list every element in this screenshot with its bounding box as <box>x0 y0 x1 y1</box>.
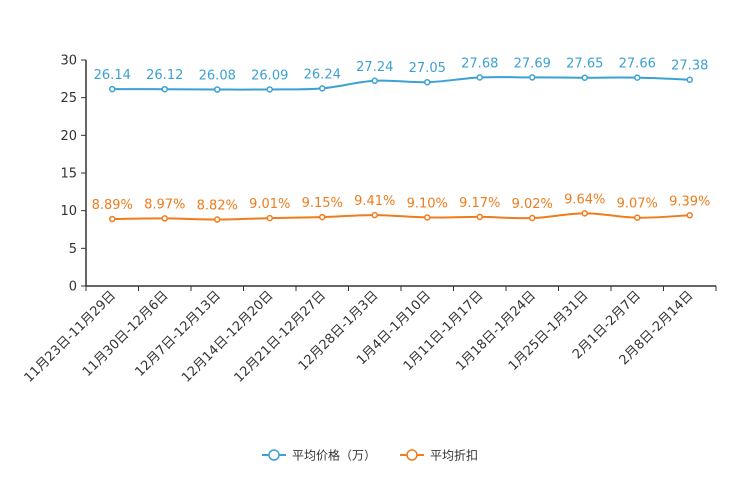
data-label: 9.15% <box>302 196 343 211</box>
data-label: 8.97% <box>144 197 185 212</box>
data-label: 27.65 <box>566 57 603 72</box>
data-label: 26.08 <box>199 69 236 84</box>
data-label: 9.17% <box>459 196 500 211</box>
data-point[interactable] <box>529 214 536 222</box>
data-point[interactable] <box>319 85 326 92</box>
data-label: 9.02% <box>512 197 553 212</box>
data-point[interactable] <box>476 213 483 221</box>
data-label: 9.64% <box>564 192 605 207</box>
data-point[interactable] <box>476 74 483 81</box>
legend-item-2[interactable]: 平均折扣 <box>400 448 478 463</box>
y-tick-label: 25 <box>60 91 77 106</box>
data-label: 27.05 <box>409 61 446 76</box>
data-label: 8.82% <box>197 199 238 214</box>
data-point[interactable] <box>161 85 168 93</box>
data-point[interactable] <box>266 86 273 93</box>
legend-label: 平均价格（万） <box>292 448 376 463</box>
data-label: 8.89% <box>92 198 133 213</box>
data-point[interactable] <box>634 214 641 221</box>
data-label: 9.07% <box>617 197 658 212</box>
data-label: 27.69 <box>514 56 551 71</box>
legend-marker <box>268 449 280 461</box>
data-label: 9.10% <box>407 196 448 211</box>
data-point[interactable] <box>529 74 536 81</box>
data-label: 26.12 <box>146 68 183 83</box>
data-label: 26.09 <box>251 68 288 83</box>
series-line-1 <box>112 76 690 91</box>
data-point[interactable] <box>371 77 378 85</box>
data-label: 26.14 <box>94 68 131 83</box>
data-point[interactable] <box>109 85 116 93</box>
data-label: 27.66 <box>619 57 656 72</box>
legend-marker <box>406 449 418 461</box>
data-label: 27.38 <box>671 59 708 74</box>
y-tick-label: 20 <box>60 129 77 144</box>
data-label: 9.39% <box>669 194 710 209</box>
data-label: 27.68 <box>461 56 498 71</box>
data-point[interactable] <box>686 76 693 83</box>
data-point[interactable] <box>319 213 326 221</box>
data-point[interactable] <box>581 210 588 217</box>
y-tick-label: 10 <box>60 204 77 219</box>
series-line-2 <box>112 212 690 221</box>
x-tick-label: 11月23日-11月29日 <box>22 288 119 385</box>
data-point[interactable] <box>214 86 221 93</box>
data-point[interactable] <box>686 212 693 219</box>
legend-label: 平均折扣 <box>430 448 478 463</box>
legend-item-1[interactable]: 平均价格（万） <box>262 448 376 463</box>
data-label: 26.24 <box>304 67 341 82</box>
y-tick-label: 15 <box>60 167 77 182</box>
data-point[interactable] <box>109 215 116 223</box>
data-point[interactable] <box>161 215 168 222</box>
data-label: 9.41% <box>354 194 395 209</box>
data-point[interactable] <box>634 74 641 81</box>
y-tick-label: 5 <box>69 242 77 257</box>
data-point[interactable] <box>266 214 273 222</box>
x-tick-label: 12月14日-12月20日 <box>179 288 276 385</box>
data-point[interactable] <box>214 216 221 223</box>
data-label: 27.24 <box>356 60 393 75</box>
y-tick-label: 30 <box>60 54 77 69</box>
data-point[interactable] <box>371 211 378 219</box>
data-point[interactable] <box>581 74 588 81</box>
x-tick-label: 12月21日-12月27日 <box>232 288 329 385</box>
data-label: 9.01% <box>249 197 290 212</box>
y-tick-label: 0 <box>69 280 77 295</box>
data-point[interactable] <box>424 78 431 86</box>
data-point[interactable] <box>424 214 431 221</box>
